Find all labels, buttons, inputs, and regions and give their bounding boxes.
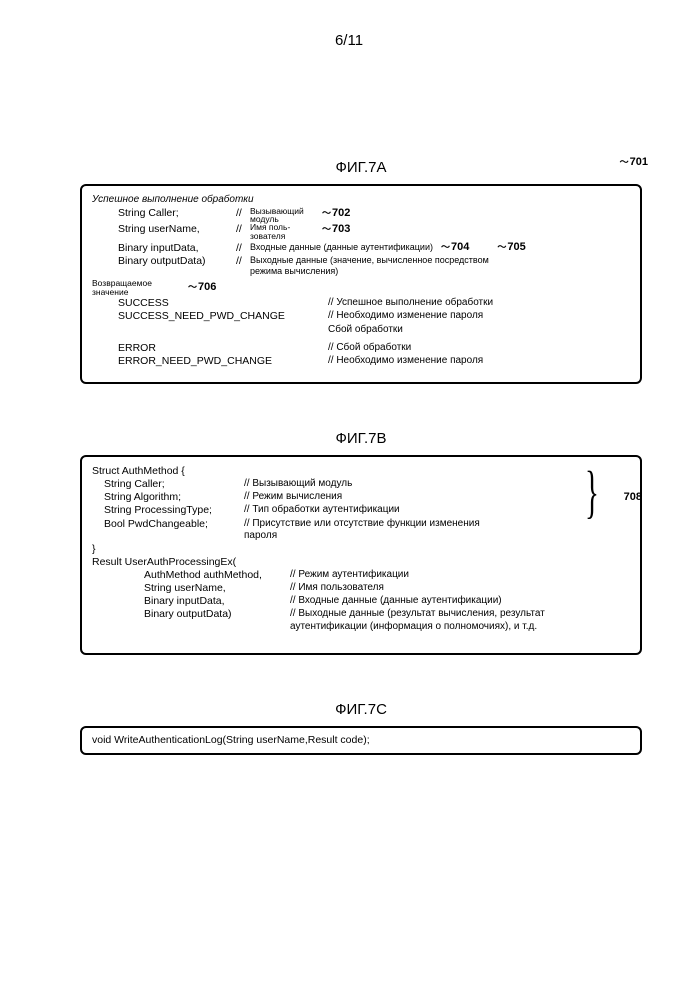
fig7c-line: void WriteAuthenticationLog(String userN… bbox=[92, 734, 630, 747]
ref-708: 708 bbox=[624, 491, 642, 505]
figure-7a-title: ФИГ.7A bbox=[80, 159, 642, 176]
cap-input: Входные данные (данные аутентификации) bbox=[250, 242, 433, 253]
figure-7b-title: ФИГ.7B bbox=[80, 430, 642, 447]
fa1c: String userName, bbox=[144, 582, 290, 595]
ret-epwd-c: // Необходимо изменение пароля bbox=[328, 355, 483, 368]
sep: // bbox=[236, 255, 250, 268]
fa1m: // Имя пользователя bbox=[290, 582, 384, 595]
ref-703: 703 bbox=[322, 223, 350, 237]
sf1m: // Режим вычисления bbox=[244, 491, 342, 504]
ref-704: 704 bbox=[441, 241, 469, 255]
ref-701: 701 bbox=[620, 155, 648, 168]
sf0c: String Caller; bbox=[104, 478, 244, 491]
sf2c: String ProcessingType; bbox=[104, 504, 244, 517]
code-caller: String Caller; bbox=[118, 207, 236, 220]
fa2m: // Входные данные (данные аутентификации… bbox=[290, 595, 502, 608]
ret-blank bbox=[118, 324, 328, 337]
code-input: Binary inputData, bbox=[118, 242, 236, 255]
fig7a-header: Успешное выполнение обработки bbox=[92, 194, 630, 207]
brace-708: } bbox=[585, 463, 599, 521]
fa3m: // Выходные данные (результат вычисления… bbox=[290, 608, 590, 633]
ref-702: 702 bbox=[322, 207, 350, 221]
ret-err-c: // Сбой обработки bbox=[328, 342, 411, 355]
ret-success-c: // Успешное выполнение обработки bbox=[328, 297, 493, 310]
fa0m: // Режим аутентификации bbox=[290, 569, 409, 582]
cap-output: Выходные данные (значение, вычисленное п… bbox=[250, 255, 510, 278]
sep: // bbox=[236, 207, 250, 220]
fa0c: AuthMethod authMethod, bbox=[144, 569, 290, 582]
ret-blank-c: Сбой обработки bbox=[328, 324, 403, 337]
figure-7b: ФИГ.7B } 708 Struct AuthMethod { String … bbox=[80, 430, 642, 655]
ret-caption: Возвращаемое значение bbox=[92, 279, 178, 297]
sf2m: // Тип обработки аутентификации bbox=[244, 504, 400, 517]
ret-epwd: ERROR_NEED_PWD_CHANGE bbox=[118, 355, 328, 368]
code-username: String userName, bbox=[118, 223, 236, 236]
fa3c: Binary outputData) bbox=[144, 608, 290, 621]
sep: // bbox=[236, 223, 250, 236]
figure-7a-box: Успешное выполнение обработки String Cal… bbox=[80, 184, 642, 384]
struct-close: } bbox=[92, 543, 630, 556]
figure-7c: ФИГ.7C void WriteAuthenticationLog(Strin… bbox=[80, 701, 642, 755]
cap-username: Имя поль- зователя bbox=[250, 223, 320, 241]
fa2c: Binary inputData, bbox=[144, 595, 290, 608]
sf1c: String Algorithm; bbox=[104, 491, 244, 504]
sf3c: Bool PwdChangeable; bbox=[104, 518, 244, 531]
sf3m: // Присутствие или отсутствие функции из… bbox=[244, 518, 484, 543]
sep: // bbox=[236, 242, 250, 255]
struct-open: Struct AuthMethod { bbox=[92, 465, 630, 478]
figure-7c-title: ФИГ.7C bbox=[80, 701, 642, 718]
ret-success: SUCCESS bbox=[118, 297, 328, 310]
ref-706: 706 bbox=[188, 281, 216, 295]
fn-open: Result UserAuthProcessingEx( bbox=[92, 556, 630, 569]
sf0m: // Вызывающий модуль bbox=[244, 478, 352, 491]
figure-7c-box: void WriteAuthenticationLog(String userN… bbox=[80, 726, 642, 755]
ret-err: ERROR bbox=[118, 342, 328, 355]
ref-705: 705 bbox=[497, 241, 525, 255]
page-number: 6/11 bbox=[0, 32, 698, 49]
figure-7a: ФИГ.7A 701 Успешное выполнение обработки… bbox=[80, 159, 642, 384]
code-output: Binary outputData) bbox=[118, 255, 236, 268]
figure-7b-box: } 708 Struct AuthMethod { String Caller;… bbox=[80, 455, 642, 655]
ret-spwd-c: // Необходимо изменение пароля bbox=[328, 310, 483, 323]
ret-spwd: SUCCESS_NEED_PWD_CHANGE bbox=[118, 310, 328, 323]
